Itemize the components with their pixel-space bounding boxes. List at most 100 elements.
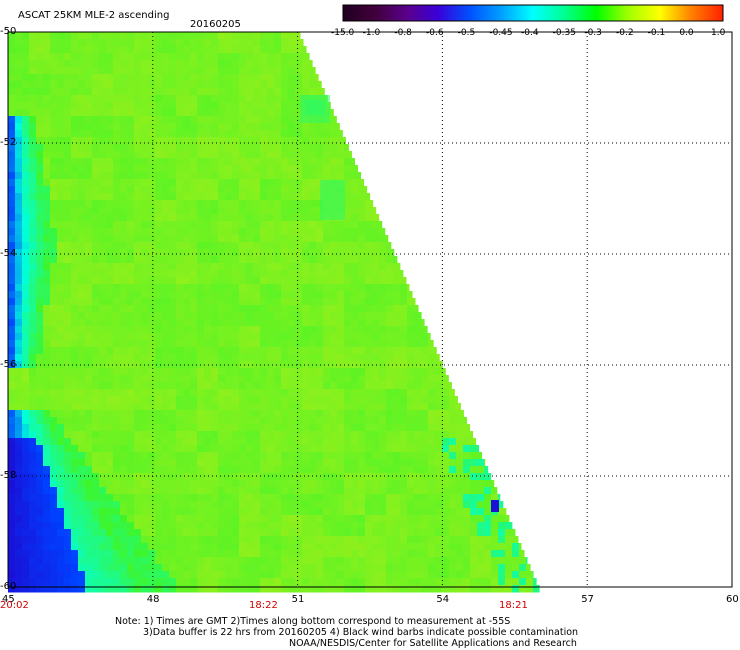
swath-cell (169, 235, 177, 243)
swath-cell (36, 165, 44, 173)
swath-cell (393, 466, 401, 474)
swath-cell (113, 347, 121, 355)
swath-cell (309, 298, 317, 306)
swath-cell (421, 536, 429, 544)
swath-cell (407, 410, 415, 418)
swath-cell (92, 431, 100, 439)
swath-cell (358, 312, 366, 320)
swath-cell (113, 200, 121, 208)
swath-cell (169, 375, 177, 383)
swath-cell (36, 445, 44, 453)
swath-cell (92, 347, 100, 355)
swath-cell (85, 39, 93, 47)
swath-cell (204, 564, 212, 572)
swath-cell (239, 256, 247, 264)
swath-cell (36, 235, 44, 243)
swath-cell (57, 116, 65, 124)
swath-cell (470, 459, 478, 467)
swath-cell (29, 67, 37, 75)
swath-cell (211, 137, 219, 145)
swath-cell (274, 375, 282, 383)
swath-cell (92, 116, 100, 124)
swath-cell (99, 452, 107, 460)
swath-cell (127, 354, 135, 362)
swath-cell (323, 319, 331, 327)
swath-cell (22, 200, 30, 208)
swath-cell (239, 32, 247, 40)
swath-cell (134, 522, 142, 530)
swath-cell (99, 564, 107, 572)
swath-cell (36, 249, 44, 257)
swath-cell (351, 403, 359, 411)
swath-cell (8, 550, 16, 558)
swath-cell (260, 480, 268, 488)
swath-cell (386, 431, 394, 439)
swath-cell (169, 95, 177, 103)
swath-cell (463, 515, 471, 523)
swath-cell (197, 585, 205, 593)
swath-cell (50, 298, 58, 306)
swath-cell (169, 333, 177, 341)
swath-cell (92, 200, 100, 208)
swath-cell (386, 312, 394, 320)
swath-cell (316, 396, 324, 404)
swath-cell (232, 459, 240, 467)
swath-cell (288, 557, 296, 565)
swath-cell (400, 452, 408, 460)
swath-cell (183, 375, 191, 383)
swath-cell (526, 585, 534, 593)
swath-cell (260, 564, 268, 572)
swath-cell (106, 578, 114, 586)
swath-cell (351, 466, 359, 474)
swath-cell (316, 221, 324, 229)
swath-cell (484, 543, 492, 551)
swath-cell (15, 249, 23, 257)
swath-cell (22, 389, 30, 397)
swath-cell (491, 529, 499, 537)
swath-cell (190, 347, 198, 355)
swath-cell (106, 179, 114, 187)
swath-cell (288, 172, 296, 180)
swath-cell (148, 333, 156, 341)
swath-cell (372, 312, 380, 320)
swath-cell (442, 403, 450, 411)
swath-cell (449, 445, 457, 453)
swath-cell (281, 263, 289, 271)
swath-cell (162, 431, 170, 439)
swath-cell (120, 144, 128, 152)
swath-cell (197, 459, 205, 467)
swath-cell (225, 501, 233, 509)
swath-cell (204, 424, 212, 432)
swath-cell (92, 158, 100, 166)
swath-cell (400, 494, 408, 502)
swath-cell (141, 284, 149, 292)
swath-cell (330, 508, 338, 516)
swath-cell (372, 578, 380, 586)
swath-cell (99, 270, 107, 278)
swath-cell (57, 298, 65, 306)
swath-cell (22, 305, 30, 313)
swath-cell (50, 410, 58, 418)
swath-cell (197, 564, 205, 572)
swath-cell (99, 130, 107, 138)
swath-cell (351, 333, 359, 341)
swath-cell (253, 179, 261, 187)
swath-cell (176, 221, 184, 229)
swath-cell (260, 235, 268, 243)
swath-cell (190, 242, 198, 250)
swath-cell (316, 571, 324, 579)
swath-cell (428, 375, 436, 383)
swath-cell (246, 487, 254, 495)
swath-cell (372, 235, 380, 243)
swath-cell (218, 333, 226, 341)
swath-cell (134, 263, 142, 271)
swath-cell (197, 396, 205, 404)
swath-cell (288, 543, 296, 551)
swath-cell (379, 487, 387, 495)
swath-cell (260, 396, 268, 404)
swath-cell (57, 144, 65, 152)
swath-cell (92, 291, 100, 299)
swath-cell (155, 144, 163, 152)
swath-cell (50, 32, 58, 40)
swath-cell (71, 522, 79, 530)
